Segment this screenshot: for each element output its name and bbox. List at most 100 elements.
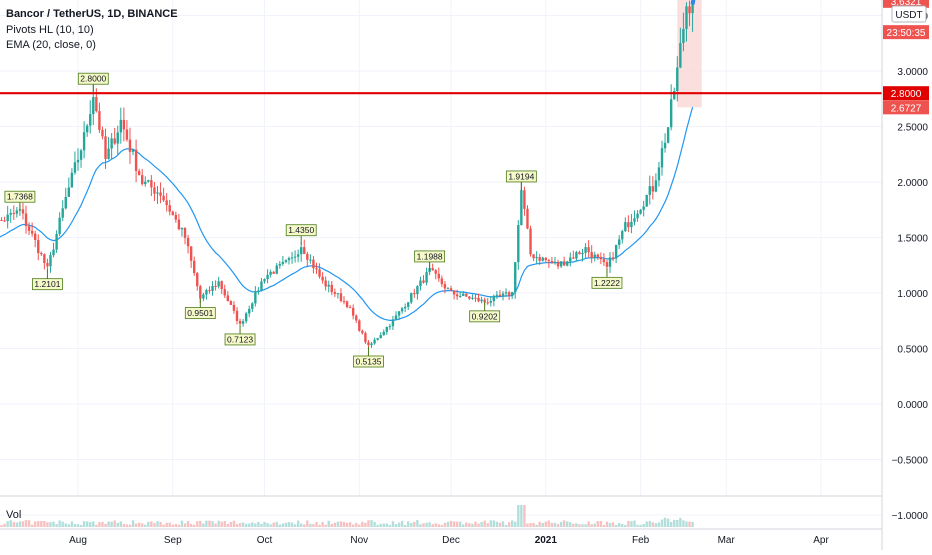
price-axis[interactable]: 7.00006.50006.00005.50005.00004.50004.00…: [892, 0, 929, 550]
candle-body: [79, 150, 83, 160]
candle-body: [578, 252, 581, 255]
volume-bar: [266, 523, 269, 527]
candle-body: [217, 281, 220, 287]
pivot-label-box[interactable]: [469, 310, 501, 323]
candle-body: [621, 231, 624, 240]
pivot-label-box[interactable]: [591, 276, 623, 289]
candle-body: [679, 42, 682, 68]
candle-body: [318, 269, 321, 277]
indicator-pivots-label[interactable]: Pivots HL (10, 10): [6, 24, 94, 36]
volume-bar: [141, 523, 144, 527]
candle-body: [336, 293, 340, 295]
volume-label[interactable]: Vol: [6, 509, 21, 521]
volume-bar: [676, 519, 679, 527]
volume-bar: [202, 523, 205, 527]
pivot-label-box[interactable]: [77, 72, 109, 85]
volume-bar: [416, 520, 419, 527]
y-tick-label: 1.5000: [897, 234, 928, 245]
candle-body: [431, 268, 434, 271]
volume-bar: [284, 522, 288, 527]
volume-bar: [189, 523, 193, 527]
pivot-label-box[interactable]: [353, 355, 384, 368]
volume-bar: [336, 521, 340, 527]
candle-body: [330, 284, 333, 293]
time-axis[interactable]: Aug Sep Oct Nov Dec 2021 Feb Mar Apr: [69, 535, 829, 546]
currency-button[interactable]: USDT: [891, 5, 927, 23]
candle-body: [416, 286, 419, 295]
volume-bar: [443, 522, 447, 527]
pivot-label-box[interactable]: [184, 307, 216, 319]
volume-bar: [208, 520, 211, 527]
pivot-label-box[interactable]: [32, 278, 63, 291]
pivot-label: 0.5135: [355, 357, 381, 367]
volume-bar: [459, 521, 462, 527]
volume-bar: [101, 521, 104, 527]
candle-body: [82, 132, 86, 151]
candle-body: [6, 214, 9, 222]
volume-bar: [21, 521, 25, 527]
volume-bar: [342, 521, 346, 527]
volume-bar: [605, 521, 609, 527]
volume-bar: [211, 521, 214, 527]
volume-bar: [309, 523, 312, 527]
candle-body: [358, 320, 361, 331]
volume-bar: [507, 522, 511, 527]
volume-bar: [89, 522, 92, 527]
candle-body: [599, 257, 603, 260]
volume-bar: [92, 521, 95, 527]
candle-body: [425, 272, 428, 283]
volume-bar: [199, 520, 202, 527]
volume-bar: [514, 521, 517, 527]
volume-bar: [150, 521, 153, 527]
volume-bar: [162, 524, 165, 527]
candle-body: [208, 290, 211, 292]
candle-body: [443, 284, 447, 289]
volume-bar: [400, 520, 404, 527]
pivot-label-box[interactable]: [285, 224, 317, 237]
pivot-label: 1.2101: [34, 279, 60, 289]
candle-body: [122, 119, 126, 130]
price-label: 3.6321: [891, 0, 922, 8]
candle-body: [324, 280, 327, 287]
candle-body: [544, 257, 548, 261]
volume-bar: [627, 520, 630, 527]
volume-bar: [367, 520, 370, 527]
candle-body: [455, 294, 459, 297]
volume-bar: [61, 521, 64, 527]
volume-bar: [538, 521, 541, 527]
volume-bar: [648, 520, 651, 527]
volume-bar: [168, 522, 171, 527]
candle-body: [510, 292, 514, 296]
indicator-ema-label[interactable]: EMA (20, close, 0): [6, 39, 96, 51]
pivot-label-box[interactable]: [224, 333, 256, 346]
candle-body: [373, 339, 376, 344]
volume-bar: [449, 520, 453, 527]
candle-body: [520, 190, 523, 225]
volume-bar: [385, 523, 389, 527]
volume-bar: [339, 521, 343, 527]
volume-bar: [55, 524, 58, 527]
candle-body: [131, 149, 135, 152]
volume-bar: [501, 521, 505, 527]
volume-bar: [137, 522, 141, 527]
volume-bar: [639, 524, 642, 527]
volume-bar: [18, 521, 22, 527]
volume-bar: [153, 523, 156, 527]
x-tick-label: Aug: [69, 535, 87, 546]
candle-body: [153, 187, 156, 194]
volume-bar: [636, 524, 639, 527]
candle-body: [382, 331, 385, 336]
volume-bar: [254, 523, 257, 527]
pivot-label: 1.2222: [594, 278, 620, 288]
volume-bar: [397, 522, 401, 527]
pivot-label-box[interactable]: [505, 170, 537, 183]
pivot-label-box[interactable]: [4, 190, 36, 203]
volume-bar: [174, 523, 178, 527]
volume-bar: [232, 520, 236, 527]
volume-bar: [348, 522, 352, 527]
price-label-bg: [883, 0, 929, 8]
pivot-label-box[interactable]: [414, 250, 446, 263]
volume-bar: [584, 524, 587, 527]
